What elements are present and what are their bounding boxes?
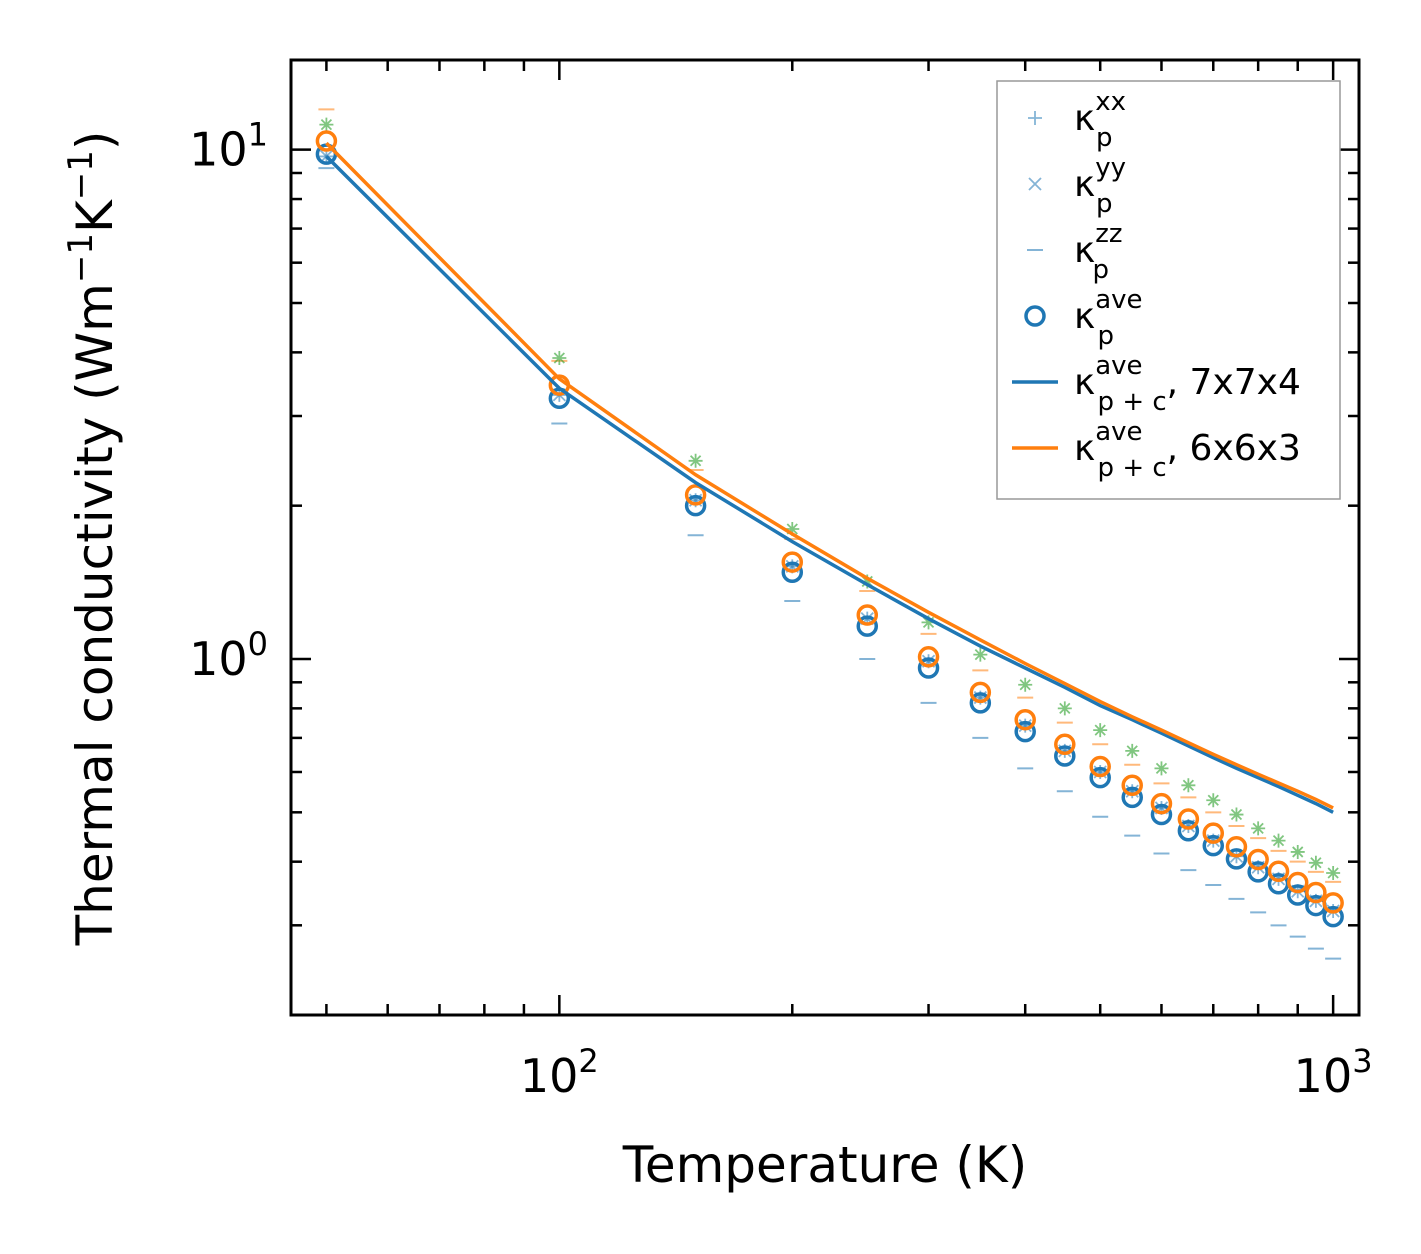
- data-point: [1202, 822, 1225, 844]
- legend-entry: κxx p: [1028, 87, 1126, 153]
- data-point: [1322, 892, 1344, 914]
- legend-marker-swatch: [1028, 111, 1042, 125]
- data-point: [917, 646, 940, 668]
- axis-ticks: [291, 60, 1359, 1017]
- data-point: [1251, 821, 1266, 836]
- data-point: [1286, 871, 1309, 894]
- data-point: [1121, 774, 1143, 797]
- legend-marker-swatch: [1028, 177, 1042, 191]
- data-point: [1054, 733, 1076, 756]
- x-tick-label: 102: [520, 1042, 599, 1103]
- data-point: [1308, 855, 1323, 870]
- data-point: [1267, 860, 1290, 883]
- data-point: [1305, 881, 1327, 904]
- data-point: [1089, 755, 1111, 778]
- data-point: [1057, 701, 1072, 716]
- x-axis-label: Temperature (K): [622, 1136, 1027, 1194]
- plot-frame: [289, 58, 1361, 1017]
- data-point: [1247, 861, 1269, 883]
- data-point: [552, 350, 567, 365]
- data-point: [1322, 905, 1344, 928]
- data-point: [856, 615, 879, 637]
- series-line-kappa_pc_ave_7x7x4: [325, 155, 1334, 814]
- data-point: [1054, 745, 1076, 767]
- data-point: [1014, 708, 1036, 731]
- series-kappa_p_zz: [318, 167, 1342, 960]
- data-point: [1154, 761, 1169, 776]
- data-point: [688, 453, 703, 468]
- y-tick-label: 101: [189, 116, 268, 177]
- data-point: [1326, 866, 1341, 881]
- series-line-kappa_pc_ave_6x6x3: [325, 141, 1334, 810]
- legend-entry: κyy p: [1028, 153, 1126, 219]
- data-point: [856, 604, 879, 626]
- legend-entry: κave p: [1024, 285, 1143, 351]
- legend-entry: κzz p: [1027, 219, 1123, 285]
- data-point: [1018, 677, 1033, 692]
- legend-marker-swatch: [1024, 305, 1046, 327]
- data-point: [684, 484, 707, 506]
- legend-label: κave p + c, 6x6x3: [1074, 417, 1301, 483]
- data-point: [1290, 844, 1305, 859]
- legend-entry: κave p + c, 7x7x4: [1012, 351, 1301, 417]
- data-point: [1125, 743, 1140, 758]
- data-point: [969, 681, 992, 704]
- data-point: [1014, 720, 1036, 743]
- data-point: [1150, 792, 1173, 815]
- data-point: [917, 657, 940, 679]
- data-point: [1181, 778, 1196, 793]
- axis-tick-labels: 102 103 100 101: [189, 116, 1372, 1103]
- data-point: [921, 615, 936, 630]
- data-point: [973, 647, 988, 662]
- legend-label: κave p + c, 7x7x4: [1074, 351, 1301, 417]
- data-point: [1202, 834, 1225, 857]
- data-point: [785, 521, 800, 536]
- data-point: [1121, 786, 1143, 809]
- data-point: [969, 692, 992, 714]
- data-point: [1271, 833, 1286, 848]
- x-tick-label: 103: [1294, 1042, 1373, 1103]
- data-point: [1225, 835, 1248, 858]
- data-point: [1150, 803, 1173, 826]
- legend-box: [996, 80, 1341, 500]
- data-point: [1093, 723, 1108, 738]
- data-point: [319, 117, 334, 132]
- legend-label: κyy p: [1074, 153, 1126, 219]
- legend-label: κave p: [1074, 285, 1143, 351]
- data-point: [860, 574, 875, 589]
- y-tick-label: 100: [189, 625, 268, 686]
- data-point: [684, 494, 707, 517]
- data-point: [315, 130, 338, 152]
- series-kappa_green_star: [319, 117, 1341, 881]
- data-point: [1247, 848, 1269, 871]
- legend-entry: κave p + c, 6x6x3: [1012, 417, 1301, 483]
- data-point: [781, 551, 804, 573]
- y-axis-label: Thermal conductivity (Wm−1K−1): [61, 131, 124, 947]
- data-point: [1177, 808, 1200, 830]
- legend-label: κzz p: [1074, 219, 1123, 285]
- data-point: [1225, 848, 1248, 870]
- data-point: [781, 561, 804, 584]
- plot-marks: [315, 108, 1344, 960]
- data-point: [1177, 820, 1200, 842]
- data-point: [1206, 793, 1221, 808]
- data-point: [1229, 807, 1244, 822]
- legend-label: κxx p: [1074, 87, 1126, 153]
- data-point: [1089, 766, 1111, 789]
